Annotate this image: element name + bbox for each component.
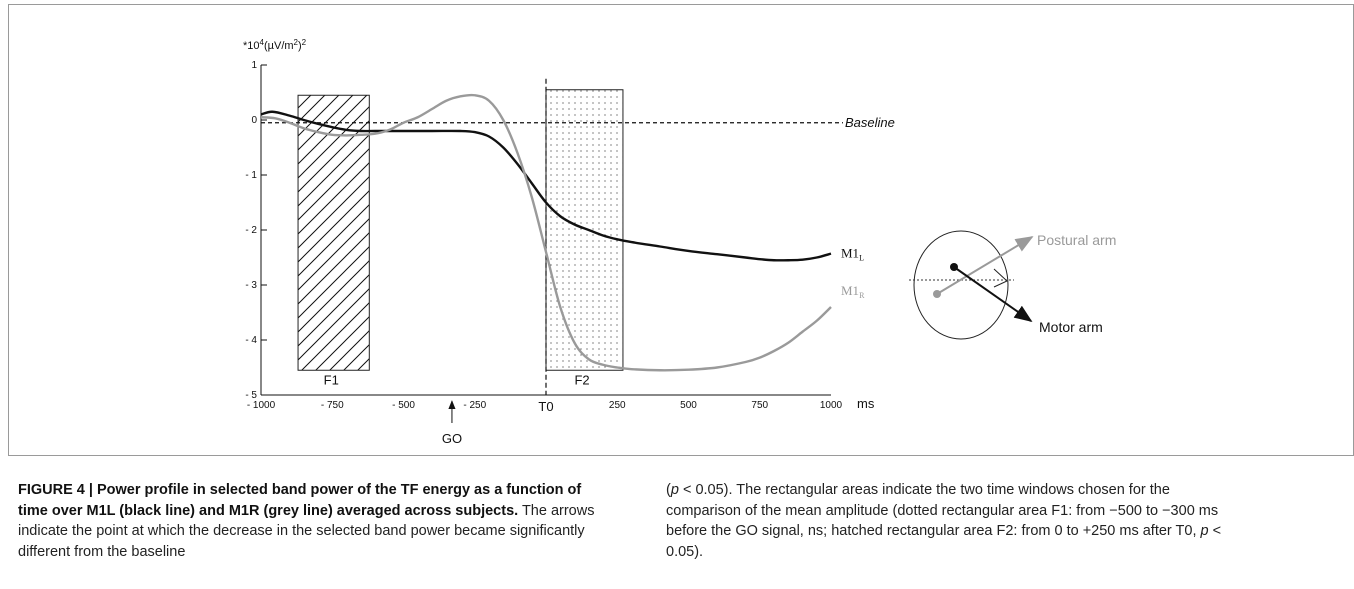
power-profile-chart: 1 0 - 1 - 2 - 3 - 4 - 5 *104(µV/m2)2 - 1000 - 750… bbox=[243, 38, 1116, 447]
y-tick-label: - 2 bbox=[245, 225, 257, 236]
postural-arm-label: Postural arm bbox=[1037, 232, 1116, 248]
x-tick-label: 250 bbox=[609, 400, 626, 411]
arm-diagram: Postural arm Motor arm bbox=[909, 230, 1116, 340]
y-tick-label: 1 bbox=[251, 60, 257, 71]
motor-arm-arrow bbox=[953, 266, 1033, 323]
x-tick-label: - 250 bbox=[463, 400, 486, 411]
baseline-label: Baseline bbox=[845, 115, 895, 130]
series-line-m1r bbox=[260, 93, 832, 372]
x-axis-unit-label: ms bbox=[857, 396, 875, 411]
postural-arm-arrow bbox=[936, 236, 1034, 295]
series-label-m1r: M1R bbox=[841, 283, 865, 300]
nose-mark bbox=[993, 268, 1008, 288]
x-tick-label: 1000 bbox=[820, 400, 843, 411]
series-line-m1l bbox=[260, 110, 832, 262]
x-tick-label: - 500 bbox=[392, 400, 415, 411]
x-tick-label: 750 bbox=[751, 400, 768, 411]
figure-panel: 1 0 - 1 - 2 - 3 - 4 - 5 *104(µV/m2)2 - 1000 - 750… bbox=[8, 4, 1354, 456]
y-tick-label: 0 bbox=[251, 115, 257, 126]
series-label-m1l: M1L bbox=[841, 246, 864, 263]
caption-title: FIGURE 4 | Power profile in selected ban… bbox=[18, 482, 582, 519]
window-label-f1: F1 bbox=[324, 372, 339, 387]
y-tick-label: - 5 bbox=[245, 390, 257, 401]
window-label-f2: F2 bbox=[574, 372, 589, 387]
window-f2 bbox=[545, 89, 624, 371]
motor-arm-label: Motor arm bbox=[1039, 319, 1103, 335]
x-tick-label: - 750 bbox=[321, 400, 344, 411]
window-f1 bbox=[297, 94, 370, 371]
x-tick-label: - 1000 bbox=[247, 400, 276, 411]
x-tick-label: 500 bbox=[680, 400, 697, 411]
caption-left-column: FIGURE 4 | Power profile in selected ban… bbox=[18, 480, 598, 562]
y-tick-label: - 1 bbox=[245, 170, 257, 181]
caption-text-right: (p < 0.05). The rectangular areas indica… bbox=[666, 482, 1222, 560]
y-tick-label: - 3 bbox=[245, 280, 257, 291]
caption-text-left: The arrows indicate the point at which t… bbox=[18, 502, 595, 560]
x-tick-label: T0 bbox=[538, 399, 553, 414]
y-axis-unit-label: *104(µV/m2)2 bbox=[243, 38, 307, 53]
y-tick-label: - 4 bbox=[245, 335, 257, 346]
head-outline bbox=[913, 230, 1009, 340]
go-label: GO bbox=[442, 431, 462, 446]
